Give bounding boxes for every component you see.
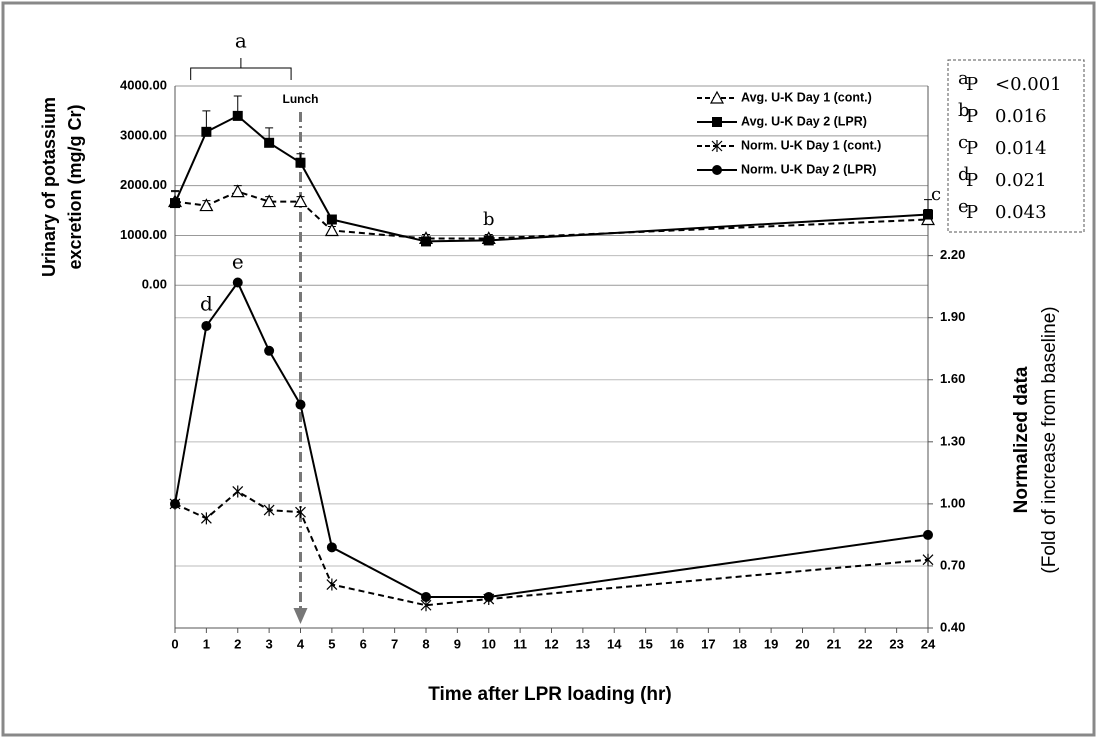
x-tick-label: 10 bbox=[482, 636, 496, 651]
x-tick-label: 15 bbox=[638, 636, 652, 651]
pvalue-p: P bbox=[966, 74, 978, 95]
legend-label: Avg. U-K Day 1 (cont.) bbox=[741, 90, 872, 104]
y-tick-label: 0.00 bbox=[142, 277, 167, 292]
pvalue-p: P bbox=[966, 170, 978, 191]
pvalue-value: 0.043 bbox=[995, 202, 1047, 223]
x-tick-label: 13 bbox=[576, 636, 590, 651]
marker bbox=[484, 592, 494, 602]
x-axis-label: Time after LPR loading (hr) bbox=[428, 684, 672, 705]
marker bbox=[201, 127, 211, 137]
y2-axis-label-line: Normalized data bbox=[1011, 366, 1032, 513]
y-tick-label: 3000.00 bbox=[120, 127, 167, 142]
marker bbox=[233, 111, 243, 121]
y-axis-label-line: Urinary of potassium bbox=[39, 97, 59, 277]
x-tick-label: 5 bbox=[328, 636, 335, 651]
marker bbox=[923, 530, 933, 540]
y2-tick-label: 1.60 bbox=[940, 371, 965, 386]
pvalue-value: 0.014 bbox=[995, 138, 1047, 159]
x-tick-label: 24 bbox=[921, 636, 936, 651]
x-tick-label: 14 bbox=[607, 636, 622, 651]
marker bbox=[327, 215, 337, 225]
x-tick-label: 19 bbox=[764, 636, 778, 651]
y2-axis-label-line: (Fold of increase from baseline) bbox=[1039, 306, 1060, 573]
x-tick-label: 17 bbox=[701, 636, 715, 651]
x-tick-label: 21 bbox=[827, 636, 841, 651]
y2-tick-label: 0.70 bbox=[940, 557, 965, 572]
annotation: b bbox=[483, 209, 495, 230]
marker bbox=[170, 198, 180, 208]
pvalue-value: 0.021 bbox=[995, 170, 1047, 191]
frame bbox=[3, 3, 1094, 735]
page: Time after LPR loading (hr) Urinary of p… bbox=[0, 0, 1097, 738]
x-tick-label: 0 bbox=[171, 636, 178, 651]
pvalue-value: 0.016 bbox=[995, 106, 1047, 127]
x-tick-label: 4 bbox=[297, 636, 305, 651]
x-tick-label: 11 bbox=[513, 636, 527, 651]
legend-marker bbox=[712, 117, 722, 127]
x-tick-label: 7 bbox=[391, 636, 398, 651]
annotation: e bbox=[232, 250, 244, 274]
y2-tick-label: 1.30 bbox=[940, 433, 965, 448]
x-tick-label: 16 bbox=[670, 636, 684, 651]
pvalue-p: P bbox=[966, 106, 978, 127]
marker bbox=[296, 400, 306, 410]
x-tick-label: 22 bbox=[858, 636, 872, 651]
annotation: d bbox=[200, 292, 213, 316]
pvalue-p: P bbox=[966, 138, 978, 159]
y-tick-label: 1000.00 bbox=[120, 227, 167, 242]
y-axis-label-line: excretion (mg/g Cr) bbox=[65, 104, 85, 269]
legend-label: Norm. U-K Day 2 (LPR) bbox=[741, 162, 876, 176]
annotation: Lunch bbox=[283, 92, 319, 106]
x-tick-label: 18 bbox=[733, 636, 747, 651]
legend-label: Norm. U-K Day 1 (cont.) bbox=[741, 138, 881, 152]
marker bbox=[421, 236, 431, 246]
x-tick-label: 8 bbox=[422, 636, 429, 651]
pvalue-p: P bbox=[966, 202, 978, 223]
marker bbox=[170, 499, 180, 509]
pvalue-value: <0.001 bbox=[995, 74, 1062, 95]
legend-label: Avg. U-K Day 2 (LPR) bbox=[741, 114, 867, 128]
y2-tick-label: 1.00 bbox=[940, 495, 965, 510]
y2-tick-label: 0.40 bbox=[940, 619, 965, 634]
x-tick-label: 2 bbox=[234, 636, 241, 651]
marker bbox=[327, 542, 337, 552]
x-tick-label: 12 bbox=[544, 636, 558, 651]
y2-tick-label: 2.20 bbox=[940, 247, 965, 262]
x-tick-label: 3 bbox=[266, 636, 273, 651]
x-tick-label: 1 bbox=[203, 636, 210, 651]
marker bbox=[264, 346, 274, 356]
annotation: a bbox=[235, 29, 247, 53]
chart: Time after LPR loading (hr) Urinary of p… bbox=[0, 0, 1097, 738]
x-tick-label: 9 bbox=[454, 636, 461, 651]
x-tick-label: 23 bbox=[889, 636, 903, 651]
marker bbox=[264, 138, 274, 148]
y-tick-label: 2000.00 bbox=[120, 177, 167, 192]
marker bbox=[296, 158, 306, 168]
x-tick-label: 20 bbox=[795, 636, 809, 651]
marker bbox=[201, 321, 211, 331]
x-tick-label: 6 bbox=[360, 636, 367, 651]
marker bbox=[484, 235, 494, 245]
marker bbox=[421, 592, 431, 602]
marker bbox=[233, 278, 243, 288]
y-tick-label: 4000.00 bbox=[120, 77, 167, 92]
legend-marker bbox=[712, 165, 722, 175]
annotation: c bbox=[931, 184, 941, 205]
marker bbox=[923, 210, 933, 220]
y2-tick-label: 1.90 bbox=[940, 309, 965, 324]
